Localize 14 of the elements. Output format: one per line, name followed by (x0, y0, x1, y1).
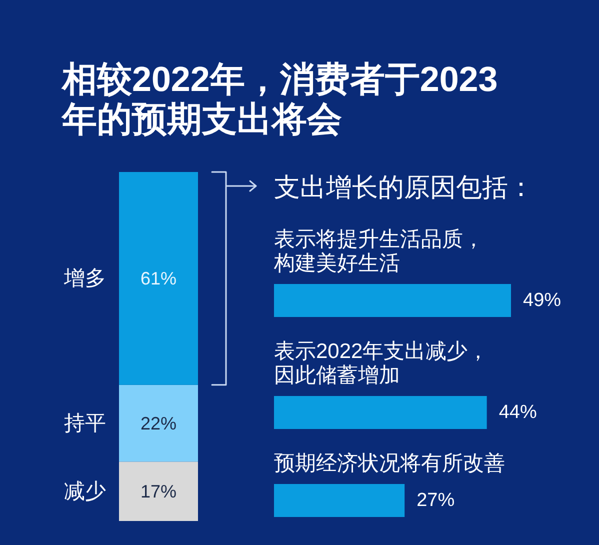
y-tick-label: 表示2022年支出减少，因此储蓄增加 (274, 340, 489, 387)
y-tick-label: 表示将提升生活品质，构建美好生活 (273, 228, 484, 275)
data-label: 22% (140, 413, 177, 434)
series-label: 减少 (64, 480, 106, 503)
text: 相较2022年，消费者于2023年的预期支出将会 (61, 60, 498, 139)
data-label: 61% (140, 268, 177, 288)
data-label: 49% (523, 290, 562, 311)
data-label: 27% (416, 490, 455, 511)
data-label: 44% (498, 402, 537, 423)
y-tick-label: 预期经济状况将有所改善 (274, 451, 505, 475)
chart-title: 支出增长的原因包括： (274, 172, 534, 202)
series-label: 持平 (64, 412, 106, 435)
data-label: 17% (140, 481, 177, 502)
series-label: 增多 (63, 266, 106, 290)
